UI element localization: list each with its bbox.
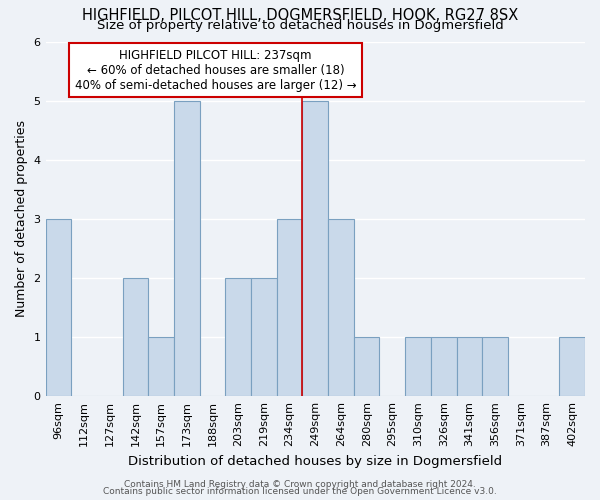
Bar bbox=[148, 337, 174, 396]
Bar bbox=[405, 337, 431, 396]
Text: Contains HM Land Registry data © Crown copyright and database right 2024.: Contains HM Land Registry data © Crown c… bbox=[124, 480, 476, 489]
Text: HIGHFIELD, PILCOT HILL, DOGMERSFIELD, HOOK, RG27 8SX: HIGHFIELD, PILCOT HILL, DOGMERSFIELD, HO… bbox=[82, 8, 518, 22]
Bar bbox=[46, 219, 71, 396]
Text: HIGHFIELD PILCOT HILL: 237sqm
← 60% of detached houses are smaller (18)
40% of s: HIGHFIELD PILCOT HILL: 237sqm ← 60% of d… bbox=[74, 48, 356, 92]
Text: Contains public sector information licensed under the Open Government Licence v3: Contains public sector information licen… bbox=[103, 487, 497, 496]
Text: Size of property relative to detached houses in Dogmersfield: Size of property relative to detached ho… bbox=[97, 18, 503, 32]
Bar bbox=[174, 100, 200, 396]
Bar bbox=[559, 337, 585, 396]
Bar bbox=[457, 337, 482, 396]
Bar bbox=[122, 278, 148, 396]
Y-axis label: Number of detached properties: Number of detached properties bbox=[15, 120, 28, 318]
Bar bbox=[277, 219, 302, 396]
Bar bbox=[226, 278, 251, 396]
X-axis label: Distribution of detached houses by size in Dogmersfield: Distribution of detached houses by size … bbox=[128, 454, 502, 468]
Bar bbox=[431, 337, 457, 396]
Bar bbox=[302, 100, 328, 396]
Bar bbox=[354, 337, 379, 396]
Bar bbox=[328, 219, 354, 396]
Bar bbox=[251, 278, 277, 396]
Bar bbox=[482, 337, 508, 396]
